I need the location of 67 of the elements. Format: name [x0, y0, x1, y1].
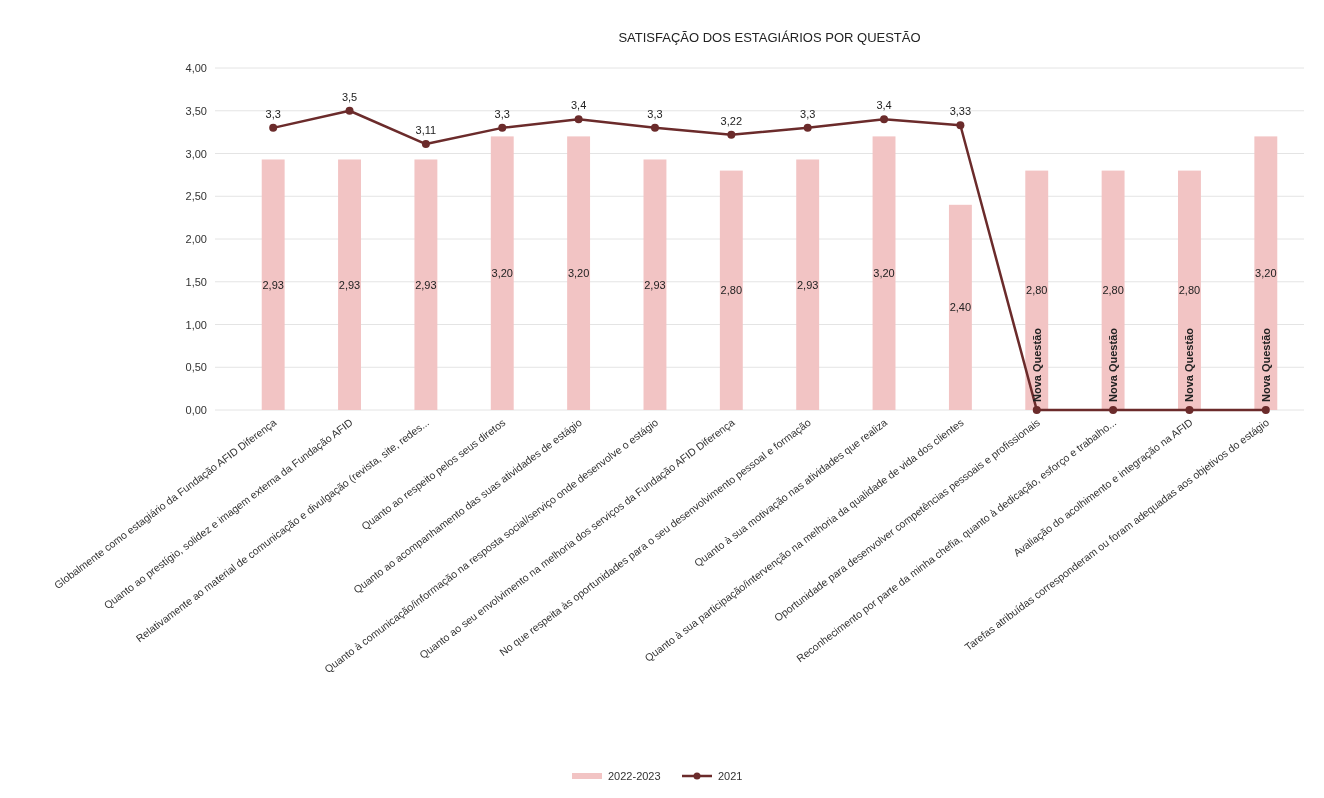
y-tick-label: 0,00 [185, 404, 207, 416]
point [727, 130, 736, 139]
legend-label: 2021 [718, 770, 743, 782]
bar [567, 136, 591, 410]
point [498, 123, 507, 132]
data-label: Nova Questão [1183, 327, 1196, 402]
data-label: 3,11 [415, 124, 437, 137]
bar [1101, 170, 1125, 410]
data-label: 2,93 [644, 278, 666, 291]
data-label: Nova Questão [1107, 327, 1120, 402]
data-label: 3,20 [873, 267, 895, 280]
data-label: 3,4 [570, 99, 587, 112]
point [269, 123, 278, 132]
data-label: 3,3 [265, 107, 281, 120]
y-tick-label: 0,50 [185, 361, 207, 374]
bar [261, 159, 285, 410]
data-label: 2,80 [720, 284, 743, 297]
bar [490, 136, 514, 410]
data-label: 2,80 [1178, 284, 1201, 297]
data-label: 2,80 [1102, 284, 1124, 297]
point [1109, 406, 1118, 414]
bar [872, 136, 896, 410]
data-label: Nova Questão [1259, 327, 1272, 402]
data-label: 3,20 [491, 267, 513, 280]
chart-title: SATISFAÇÃO DOS ESTAGIÁRIOS POR QUESTÃO [618, 30, 921, 45]
point [421, 140, 430, 149]
data-label: 3,3 [494, 107, 510, 120]
data-label: 2,93 [796, 278, 819, 291]
point [345, 106, 354, 115]
data-label: 3,20 [1255, 267, 1277, 280]
data-label: 3,20 [567, 267, 590, 280]
bar [948, 204, 972, 410]
y-tick-label: 1,00 [185, 318, 207, 331]
bar [796, 159, 820, 410]
data-label: 2,40 [949, 301, 972, 314]
y-tick-label: 3,50 [185, 104, 207, 117]
point [1032, 406, 1041, 414]
legend-label: 2022-2023 [608, 770, 661, 782]
bar [719, 170, 743, 410]
data-label: Nova Questão [1030, 327, 1043, 402]
data-label: 2,80 [1026, 284, 1048, 297]
bar [1254, 136, 1278, 410]
bar [414, 159, 438, 410]
data-label: 2,93 [338, 278, 361, 291]
point [956, 121, 965, 130]
data-label: 3,22 [720, 114, 743, 127]
data-label: 3,3 [800, 107, 816, 120]
data-label: 3,4 [876, 99, 892, 112]
data-label: 3,3 [647, 107, 663, 120]
y-tick-label: 2,50 [185, 190, 207, 203]
bar [338, 159, 361, 410]
data-label: 3,33 [949, 105, 972, 118]
y-tick-label: 1,50 [185, 275, 207, 288]
point [574, 115, 583, 124]
y-tick-label: 3,00 [185, 147, 207, 160]
bar [1178, 170, 1201, 410]
bar [643, 159, 667, 410]
point [1261, 406, 1270, 414]
point [880, 115, 889, 124]
data-label: 3,5 [341, 90, 358, 103]
y-tick-label: 4,00 [185, 62, 207, 74]
data-label: 2,93 [415, 278, 437, 291]
point [1185, 406, 1194, 414]
point [803, 123, 812, 132]
data-label: 2,93 [262, 278, 284, 291]
point [650, 123, 659, 132]
y-tick-label: 2,00 [185, 233, 207, 245]
